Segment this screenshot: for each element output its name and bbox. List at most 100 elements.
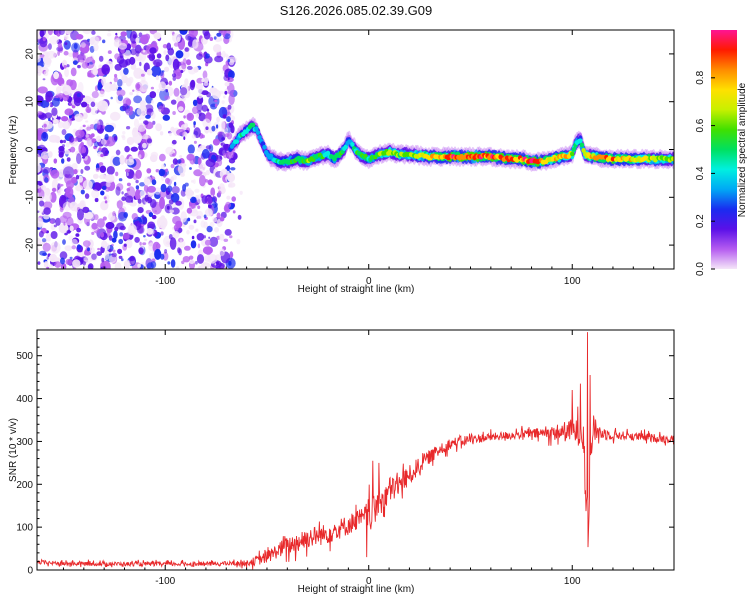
- noise-blob: [101, 64, 110, 75]
- noise-blob: [213, 36, 217, 40]
- noise-blob: [102, 125, 105, 129]
- noise-blob: [154, 248, 162, 260]
- noise-blob: [125, 195, 134, 203]
- spectrogram-frame: [36, 29, 675, 270]
- noise-blob: [71, 245, 77, 250]
- noise-blob: [137, 198, 142, 204]
- noise-blob: [92, 68, 99, 76]
- noise-blob: [114, 262, 122, 269]
- noise-blob: [189, 259, 195, 264]
- noise-blob: [90, 107, 98, 116]
- noise-blob: [192, 39, 199, 49]
- noise-blob: [205, 247, 212, 256]
- noise-blob: [214, 263, 217, 266]
- noise-blob: [138, 80, 149, 93]
- noise-blob: [216, 124, 219, 129]
- noise-blob: [91, 189, 100, 199]
- noise-blob: [72, 60, 78, 65]
- noise-blob: [95, 167, 100, 172]
- noise-blob: [95, 148, 99, 152]
- noise-blob: [98, 55, 104, 62]
- noise-blob: [116, 89, 126, 97]
- noise-blob: [44, 192, 52, 202]
- noise-blob: [112, 156, 121, 166]
- noise-blob: [45, 91, 53, 102]
- noise-blob: [110, 96, 113, 100]
- noise-blob: [56, 86, 62, 94]
- noise-blob: [170, 126, 175, 133]
- noise-blob: [39, 30, 45, 38]
- noise-blob: [206, 225, 213, 233]
- noise-blob: [183, 136, 186, 141]
- noise-blob: [129, 255, 137, 266]
- colorbar-tick-label: 0.2: [695, 214, 706, 228]
- noise-blob: [75, 174, 80, 180]
- noise-blob: [142, 242, 147, 246]
- noise-blob: [185, 187, 193, 200]
- noise-blob: [135, 44, 142, 54]
- noise-blob: [54, 261, 62, 268]
- noise-blob: [69, 201, 77, 208]
- noise-blob: [41, 238, 47, 243]
- noise-blob: [139, 182, 146, 187]
- noise-blob: [78, 175, 83, 183]
- noise-blob: [42, 36, 46, 42]
- noise-blob: [91, 30, 96, 35]
- noise-blob: [224, 90, 228, 95]
- noise-blob: [86, 108, 91, 113]
- ridge-cell: [262, 144, 267, 150]
- noise-blob: [144, 194, 149, 202]
- noise-blob: [65, 258, 73, 265]
- noise-blob: [214, 103, 218, 108]
- noise-blob: [154, 187, 162, 195]
- noise-blob: [123, 243, 127, 247]
- noise-blob: [70, 67, 77, 77]
- noise-blob: [115, 32, 118, 36]
- noise-blob: [203, 214, 207, 219]
- noise-blob: [209, 236, 219, 247]
- noise-blob: [63, 221, 66, 226]
- noise-blob: [158, 168, 166, 177]
- ridge-cell: [579, 142, 585, 148]
- noise-blob: [203, 31, 211, 40]
- noise-blob: [134, 236, 140, 243]
- noise-blob: [202, 118, 211, 128]
- colorbar-tick-label: 0.0: [695, 262, 706, 276]
- noise-blob: [64, 245, 73, 251]
- noise-blob: [184, 47, 190, 52]
- noise-blob: [125, 77, 132, 87]
- noise-blob: [219, 38, 223, 42]
- noise-blob: [186, 65, 193, 70]
- noise-blob: [44, 107, 49, 113]
- noise-blob: [77, 64, 81, 69]
- noise-blob: [150, 261, 157, 269]
- snr-background: [37, 330, 674, 570]
- noise-blob: [96, 251, 102, 256]
- noise-blob: [135, 37, 140, 43]
- noise-blob: [149, 228, 155, 235]
- noise-blob: [117, 79, 123, 87]
- noise-blob: [57, 116, 61, 120]
- noise-blob: [81, 146, 87, 154]
- noise-blob: [209, 221, 215, 227]
- spectrogram-x-tick-label: 0: [366, 276, 372, 287]
- noise-blob: [228, 182, 236, 188]
- noise-blob: [180, 211, 187, 223]
- noise-blob: [231, 196, 236, 202]
- noise-blob: [51, 187, 57, 192]
- noise-blob: [188, 30, 198, 38]
- noise-blob: [104, 82, 113, 93]
- noise-blob: [160, 183, 167, 193]
- noise-blob: [193, 66, 199, 73]
- noise-blob: [203, 255, 211, 262]
- noise-blob: [149, 252, 156, 260]
- noise-blob: [139, 100, 146, 108]
- noise-blob: [38, 230, 44, 238]
- noise-blob: [212, 44, 222, 53]
- noise-blob: [207, 113, 212, 116]
- noise-blob: [132, 131, 143, 144]
- noise-blob: [100, 190, 105, 196]
- noise-blob: [38, 180, 43, 187]
- noise-blob: [218, 262, 225, 269]
- noise-blob: [90, 36, 100, 45]
